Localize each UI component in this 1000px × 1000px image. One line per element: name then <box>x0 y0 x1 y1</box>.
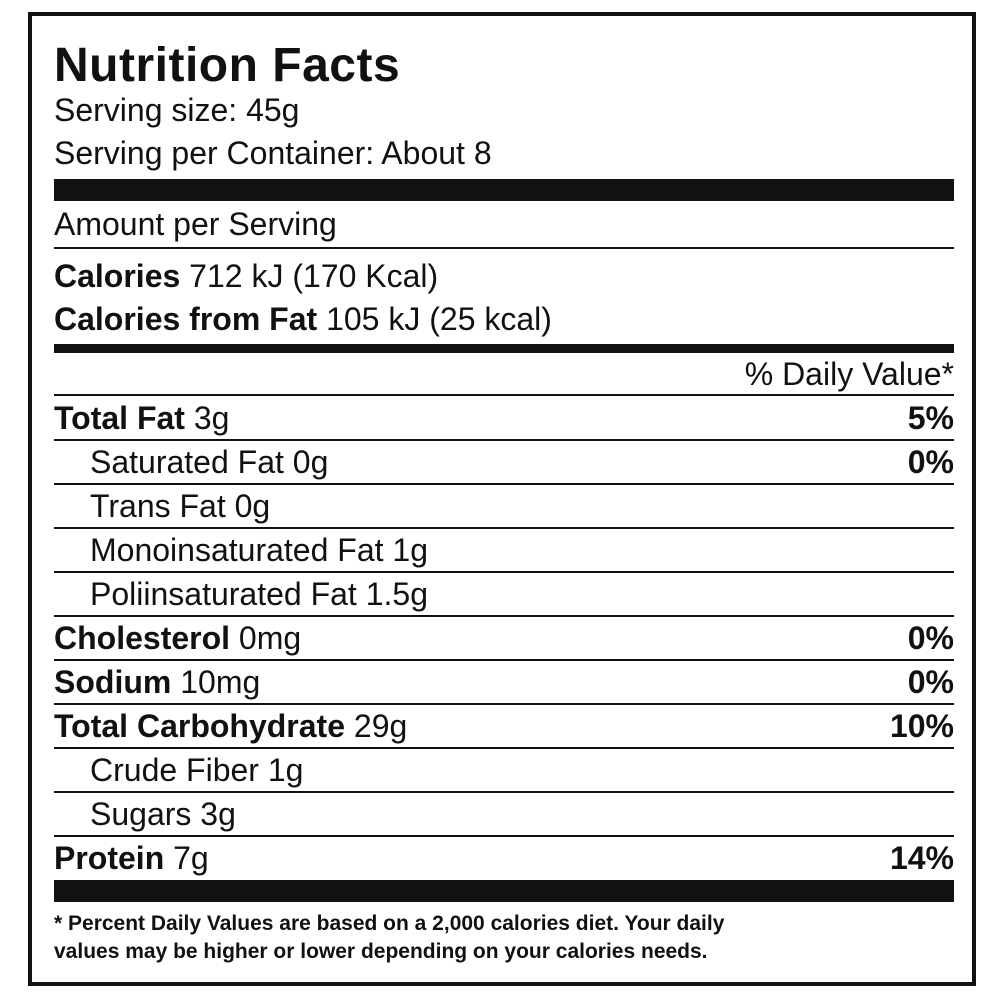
nutrient-row: Saturated Fat 0g 0% <box>54 440 954 484</box>
rule <box>54 394 954 396</box>
calories: Calories 712 kJ (170 Kcal) <box>54 256 438 296</box>
nutrient: Trans Fat 0g <box>90 484 270 528</box>
calories-value: 712 kJ (170 Kcal) <box>189 258 439 294</box>
daily-value-header: % Daily Value* <box>744 356 954 392</box>
rule <box>54 247 954 249</box>
footnote-line: * Percent Daily Values are based on a 2,… <box>54 912 725 935</box>
nutrient-name: Total Carbohydrate <box>54 708 345 744</box>
calories-from-fat-label: Calories from Fat <box>54 301 318 337</box>
nutrient-name: Cholesterol <box>54 620 231 656</box>
nutrient-row: Sodium 10mg 0% <box>54 660 954 704</box>
daily-value: 0% <box>907 620 954 656</box>
rule <box>54 747 954 749</box>
nutrition-label: Nutrition Facts Serving size: 45g Servin… <box>28 12 976 986</box>
nutrient-row: Crude Fiber 1g <box>54 748 954 792</box>
nutrient: Saturated Fat 0g <box>90 440 328 484</box>
nutrient-amount: 7g <box>173 840 209 876</box>
nutrient-row: Total Fat 3g 5% <box>54 396 954 440</box>
nutrient: Cholesterol 0mg <box>54 616 301 660</box>
daily-value: 10% <box>889 708 954 744</box>
calories-from-fat: Calories from Fat 105 kJ (25 kcal) <box>54 299 552 339</box>
nutrient-row: Sugars 3g <box>54 792 954 836</box>
nutrient: Sodium 10mg <box>54 660 260 704</box>
nutrient-amount: 10mg <box>180 664 261 700</box>
nutrient-name: Sodium <box>54 664 172 700</box>
nutrient: Crude Fiber 1g <box>90 748 303 792</box>
nutrient: Total Carbohydrate 29g <box>54 704 407 748</box>
daily-value: 0% <box>907 664 954 700</box>
nutrient-name: Trans Fat <box>90 488 226 524</box>
title: Nutrition Facts <box>54 39 401 92</box>
calories-label: Calories <box>54 258 181 294</box>
nutrient: Sugars 3g <box>90 792 236 836</box>
rule <box>54 835 954 837</box>
nutrient-amount: 1g <box>267 752 304 788</box>
calories-from-fat-value: 105 kJ (25 kcal) <box>326 301 552 337</box>
nutrient-amount: 3g <box>193 400 230 436</box>
nutrient-name: Sugars <box>90 796 192 832</box>
nutrient: Monoinsaturated Fat 1g <box>90 528 428 572</box>
medium-bar <box>54 344 954 353</box>
thick-bar <box>54 179 954 201</box>
nutrient-name: Protein <box>54 840 165 876</box>
nutrient: Protein 7g <box>54 836 209 880</box>
rule <box>54 615 954 617</box>
serving-size: Serving size: 45g <box>54 92 300 128</box>
servings-per-container: Serving per Container: About 8 <box>54 135 492 171</box>
nutrient-amount: 3g <box>200 796 236 832</box>
daily-value: 0% <box>907 444 954 480</box>
nutrient-name: Poliinsaturated Fat <box>90 576 357 612</box>
nutrient-amount: 1g <box>392 532 428 568</box>
nutrient: Total Fat 3g <box>54 396 229 440</box>
daily-value: 14% <box>889 840 954 876</box>
nutrient-row: Poliinsaturated Fat 1.5g <box>54 572 954 616</box>
nutrient: Poliinsaturated Fat 1.5g <box>90 572 428 616</box>
nutrient-name: Crude Fiber <box>90 752 259 788</box>
nutrient-row: Monoinsaturated Fat 1g <box>54 528 954 572</box>
amount-per-serving: Amount per Serving <box>54 206 337 242</box>
nutrient-amount: 0g <box>234 488 271 524</box>
rule <box>54 791 954 793</box>
nutrient-row: Total Carbohydrate 29g 10% <box>54 704 954 748</box>
thick-bar <box>54 880 954 902</box>
footnote-line: values may be higher or lower depending … <box>54 940 708 963</box>
rule <box>54 571 954 573</box>
rule <box>54 659 954 661</box>
nutrient-amount: 1.5g <box>365 576 428 612</box>
nutrient-amount: 0g <box>292 444 329 480</box>
nutrient-amount: 29g <box>353 708 408 744</box>
nutrient-name: Monoinsaturated Fat <box>90 532 384 568</box>
rule <box>54 703 954 705</box>
nutrient-row: Cholesterol 0mg 0% <box>54 616 954 660</box>
nutrient-row: Protein 7g 14% <box>54 836 954 880</box>
nutrient-name: Total Fat <box>54 400 185 436</box>
rule <box>54 483 954 485</box>
nutrient-amount: 0mg <box>238 620 302 656</box>
rule <box>54 439 954 441</box>
nutrient-row: Trans Fat 0g <box>54 484 954 528</box>
nutrient-name: Saturated Fat <box>90 444 284 480</box>
daily-value: 5% <box>907 400 954 436</box>
rule <box>54 527 954 529</box>
